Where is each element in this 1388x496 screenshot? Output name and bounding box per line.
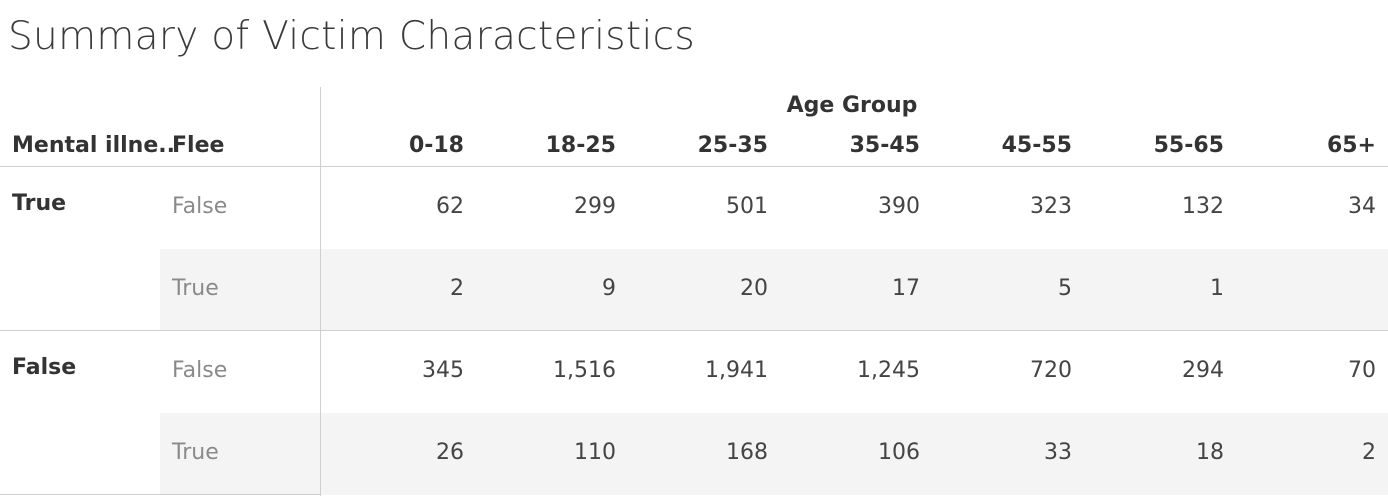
table-cell[interactable]: 2 — [450, 276, 464, 301]
table-cell[interactable]: 720 — [1030, 358, 1072, 383]
table-cell[interactable]: 1,245 — [857, 358, 920, 383]
table-cell[interactable]: 18 — [1196, 440, 1224, 465]
column-header[interactable]: 45-55 — [1001, 133, 1072, 158]
flee-label[interactable]: False — [172, 194, 228, 219]
table-cell[interactable]: 5 — [1058, 276, 1072, 301]
row-group-label[interactable]: True — [12, 191, 67, 216]
column-group-label[interactable]: Age Group — [786, 93, 918, 118]
chart-title: Summary of Victim Characteristics — [8, 14, 695, 59]
column-divider — [320, 87, 321, 496]
row-band — [160, 249, 1388, 331]
table-cell[interactable]: 345 — [422, 358, 464, 383]
row-header-mental-illness[interactable]: Mental illne.. — [12, 133, 175, 158]
table-cell[interactable]: 106 — [878, 440, 920, 465]
column-header[interactable]: 65+ — [1326, 133, 1376, 158]
table-cell[interactable]: 501 — [726, 194, 768, 219]
flee-label[interactable]: False — [172, 358, 228, 383]
header-separator — [0, 166, 1388, 167]
table-cell[interactable]: 390 — [878, 194, 920, 219]
table-cell[interactable]: 110 — [574, 440, 616, 465]
row-header-flee[interactable]: Flee — [172, 133, 225, 158]
group-separator — [0, 330, 1388, 331]
table-cell[interactable]: 9 — [602, 276, 616, 301]
column-header[interactable]: 55-65 — [1153, 133, 1224, 158]
table-cell[interactable]: 17 — [892, 276, 920, 301]
table-cell[interactable]: 323 — [1030, 194, 1072, 219]
column-header[interactable]: 18-25 — [545, 133, 616, 158]
table-cell[interactable]: 1 — [1210, 276, 1224, 301]
row-band — [160, 413, 1388, 495]
table-cell[interactable]: 70 — [1348, 358, 1376, 383]
table-cell[interactable]: 20 — [740, 276, 768, 301]
column-header[interactable]: 35-45 — [849, 133, 920, 158]
table-cell[interactable]: 26 — [436, 440, 464, 465]
column-header[interactable]: 0-18 — [408, 133, 464, 158]
table-cell[interactable]: 1,941 — [705, 358, 768, 383]
flee-label[interactable]: True — [172, 440, 219, 465]
table-cell[interactable]: 34 — [1348, 194, 1376, 219]
table-cell[interactable]: 33 — [1044, 440, 1072, 465]
row-group-label[interactable]: False — [12, 355, 77, 380]
group-separator — [0, 494, 320, 495]
flee-label[interactable]: True — [172, 276, 219, 301]
table-cell[interactable]: 168 — [726, 440, 768, 465]
table-cell[interactable]: 2 — [1362, 440, 1376, 465]
table-cell[interactable]: 294 — [1182, 358, 1224, 383]
table-cell[interactable]: 132 — [1182, 194, 1224, 219]
table-cell[interactable]: 62 — [436, 194, 464, 219]
table-cell[interactable]: 299 — [574, 194, 616, 219]
column-header[interactable]: 25-35 — [697, 133, 768, 158]
table-cell[interactable]: 1,516 — [553, 358, 616, 383]
